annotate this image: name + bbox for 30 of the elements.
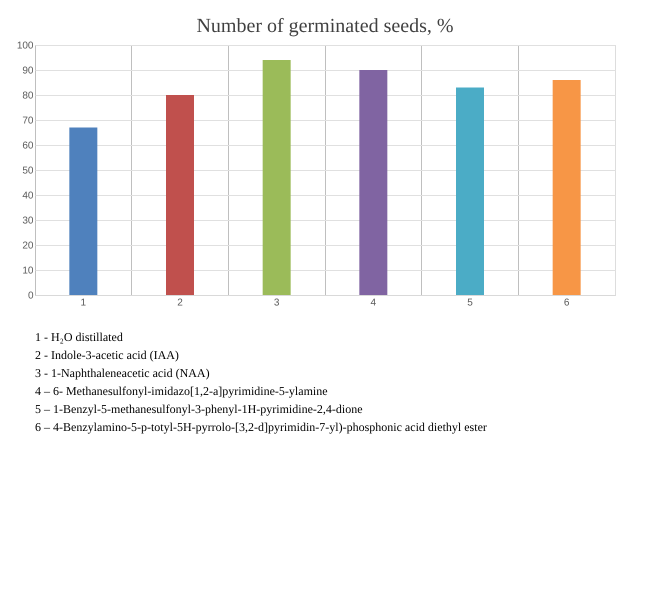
- y-tick-label: 80: [22, 90, 34, 102]
- y-tick-label: 100: [16, 40, 34, 52]
- chart-title: Number of germinated seeds, %: [196, 15, 454, 37]
- bar: [262, 60, 291, 295]
- y-tick-label: 90: [22, 66, 34, 76]
- x-tick-label: 1: [80, 298, 87, 308]
- x-tick-label: 3: [274, 298, 280, 308]
- bar: [552, 80, 581, 295]
- y-tick-label: 0: [28, 290, 34, 302]
- bar: [69, 128, 98, 295]
- text: 6 – 4-Benzylamino-5-p-totyl-5H-pyrrolo-[3,2-d]pyrimidin-7-yl)-phosphonic acid diethyl ester: [35, 420, 487, 434]
- y-tick-label: 30: [22, 216, 34, 226]
- y-tick-label: 50: [22, 166, 34, 176]
- bar: [359, 70, 388, 295]
- y-tick-label: 60: [22, 140, 34, 152]
- x-tick-label: 4: [370, 298, 377, 308]
- bar: [166, 95, 194, 295]
- x-tick-label: 2: [177, 298, 184, 308]
- text: 5 – 1-Benzyl-5-methanesulfonyl-3-phenyl-1H-pyrimidine-2,4-dione: [35, 402, 363, 416]
- y-tick-label: 10: [22, 266, 34, 276]
- y-tick-label: 70: [22, 116, 34, 126]
- bar: [456, 88, 484, 295]
- x-tick-label: 6: [564, 298, 570, 308]
- y-tick-label: 40: [22, 190, 34, 202]
- text: 2 - Indole-3-acetic acid (IAA): [35, 348, 179, 362]
- text: 4 – 6- Methanesulfonyl-imidazo[1,2-a]pyrimidine-5-ylamine: [35, 384, 328, 398]
- text: 3 - 1-Naphthaleneacetic acid (NAA): [35, 366, 210, 380]
- text: 1 - H₂O distillated: [35, 330, 123, 344]
- x-tick-label: 5: [467, 298, 474, 308]
- y-tick-label: 20: [22, 240, 34, 252]
